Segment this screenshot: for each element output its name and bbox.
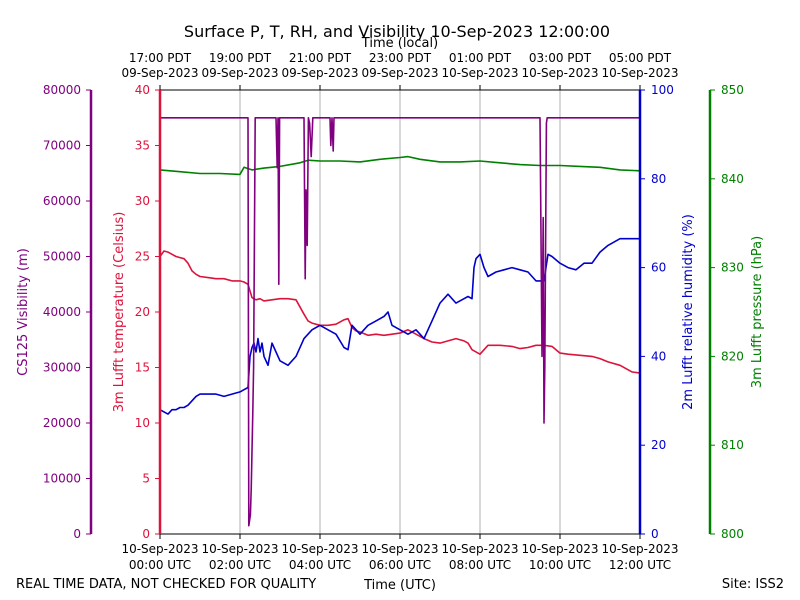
- x-bottom-tick-label: 12:00 UTC: [609, 558, 671, 572]
- visibility-tick-label: 40000: [43, 305, 81, 319]
- humidity-tick-label: 80: [651, 172, 666, 186]
- top-axis-title: Time (local): [361, 36, 438, 51]
- x-top-tick-label: 03:00 PDT: [529, 51, 592, 65]
- x-bottom-tick-label: 10-Sep-2023: [121, 542, 198, 556]
- visibility-tick-label: 30000: [43, 361, 81, 375]
- temperature-tick-label: 15: [135, 361, 150, 375]
- axes: 0100002000030000400005000060000700008000…: [43, 83, 744, 541]
- visibility-tick-label: 20000: [43, 416, 81, 430]
- temperature-tick-label: 20: [135, 305, 150, 319]
- visibility-tick-label: 80000: [43, 83, 81, 97]
- x-top-tick-label: 09-Sep-2023: [121, 66, 198, 80]
- visibility-tick-label: 70000: [43, 139, 81, 153]
- humidity-tick-label: 60: [651, 261, 666, 275]
- temperature-series-line: [159, 250, 641, 374]
- x-bottom-tick-label: 10-Sep-2023: [361, 542, 438, 556]
- x-top-tick-label: 21:00 PDT: [289, 51, 352, 65]
- x-top-tick-label: 01:00 PDT: [449, 51, 512, 65]
- temperature-tick-label: 5: [142, 472, 150, 486]
- temperature-tick-label: 30: [135, 194, 150, 208]
- pressure-tick-label: 810: [721, 438, 744, 452]
- x-bottom-tick-label: 08:00 UTC: [449, 558, 511, 572]
- quality-notice: REAL TIME DATA, NOT CHECKED FOR QUALITY: [16, 577, 316, 592]
- visibility-series-line: [160, 117, 640, 527]
- site-label: Site: ISS2: [722, 577, 784, 592]
- pressure-tick-label: 830: [721, 261, 744, 275]
- temperature-tick-label: 0: [142, 527, 150, 541]
- x-bottom-tick-label: 02:00 UTC: [209, 558, 271, 572]
- temperature-tick-label: 40: [135, 83, 150, 97]
- x-bottom-tick-label: 10:00 UTC: [529, 558, 591, 572]
- bottom-axis-title: Time (UTC): [363, 578, 436, 593]
- grid: [239, 90, 561, 534]
- temperature-tick-label: 25: [135, 250, 150, 264]
- x-top-tick-label: 19:00 PDT: [209, 51, 272, 65]
- x-bottom-tick-label: 06:00 UTC: [369, 558, 431, 572]
- x-top-tick-label: 23:00 PDT: [369, 51, 432, 65]
- humidity-axis-title: 2m Lufft relative humidity (%): [681, 214, 696, 410]
- pressure-tick-label: 800: [721, 527, 744, 541]
- x-bottom-tick-label: 10-Sep-2023: [201, 542, 278, 556]
- pressure-tick-label: 840: [721, 172, 744, 186]
- humidity-tick-label: 0: [651, 527, 659, 541]
- humidity-series-line: [159, 237, 640, 415]
- x-bottom-tick-label: 10-Sep-2023: [521, 542, 598, 556]
- humidity-tick-label: 100: [651, 83, 674, 97]
- humidity-tick-label: 20: [651, 438, 666, 452]
- temperature-tick-label: 35: [135, 139, 150, 153]
- humidity-tick-label: 40: [651, 349, 666, 363]
- visibility-tick-label: 0: [73, 527, 81, 541]
- x-bottom-tick-label: 10-Sep-2023: [281, 542, 358, 556]
- x-tick-labels: 10-Sep-2023 00:00 UTC 10-Sep-2023 02:00 UTC…: [121, 51, 678, 572]
- temperature-axis-title: 3m Lufft temperature (Celsius): [112, 212, 127, 413]
- x-top-tick-label: 09-Sep-2023: [361, 66, 438, 80]
- visibility-tick-label: 10000: [43, 472, 81, 486]
- pressure-tick-label: 820: [721, 349, 744, 363]
- x-top-tick-label: 05:00 PDT: [609, 51, 672, 65]
- x-top-tick-label: 10-Sep-2023: [601, 66, 678, 80]
- x-top-tick-label: 09-Sep-2023: [281, 66, 358, 80]
- visibility-axis-title: CS125 Visibility (m): [16, 248, 31, 376]
- visibility-tick-label: 50000: [43, 250, 81, 264]
- chart-title: Surface P, T, RH, and Visibility 10-Sep-…: [184, 22, 610, 41]
- pressure-axis-title: 3m Lufft pressure (hPa): [750, 236, 765, 388]
- x-bottom-tick-label: 10-Sep-2023: [601, 542, 678, 556]
- x-top-tick-label: 10-Sep-2023: [441, 66, 518, 80]
- temperature-tick-label: 10: [135, 416, 150, 430]
- x-bottom-tick-label: 10-Sep-2023: [441, 542, 518, 556]
- x-top-tick-label: 09-Sep-2023: [201, 66, 278, 80]
- x-bottom-tick-label: 04:00 UTC: [289, 558, 351, 572]
- pressure-tick-label: 850: [721, 83, 744, 97]
- series-layer: [159, 117, 641, 527]
- x-top-tick-label: 17:00 PDT: [129, 51, 192, 65]
- x-bottom-tick-label: 00:00 UTC: [129, 558, 191, 572]
- x-top-tick-label: 10-Sep-2023: [521, 66, 598, 80]
- visibility-tick-label: 60000: [43, 194, 81, 208]
